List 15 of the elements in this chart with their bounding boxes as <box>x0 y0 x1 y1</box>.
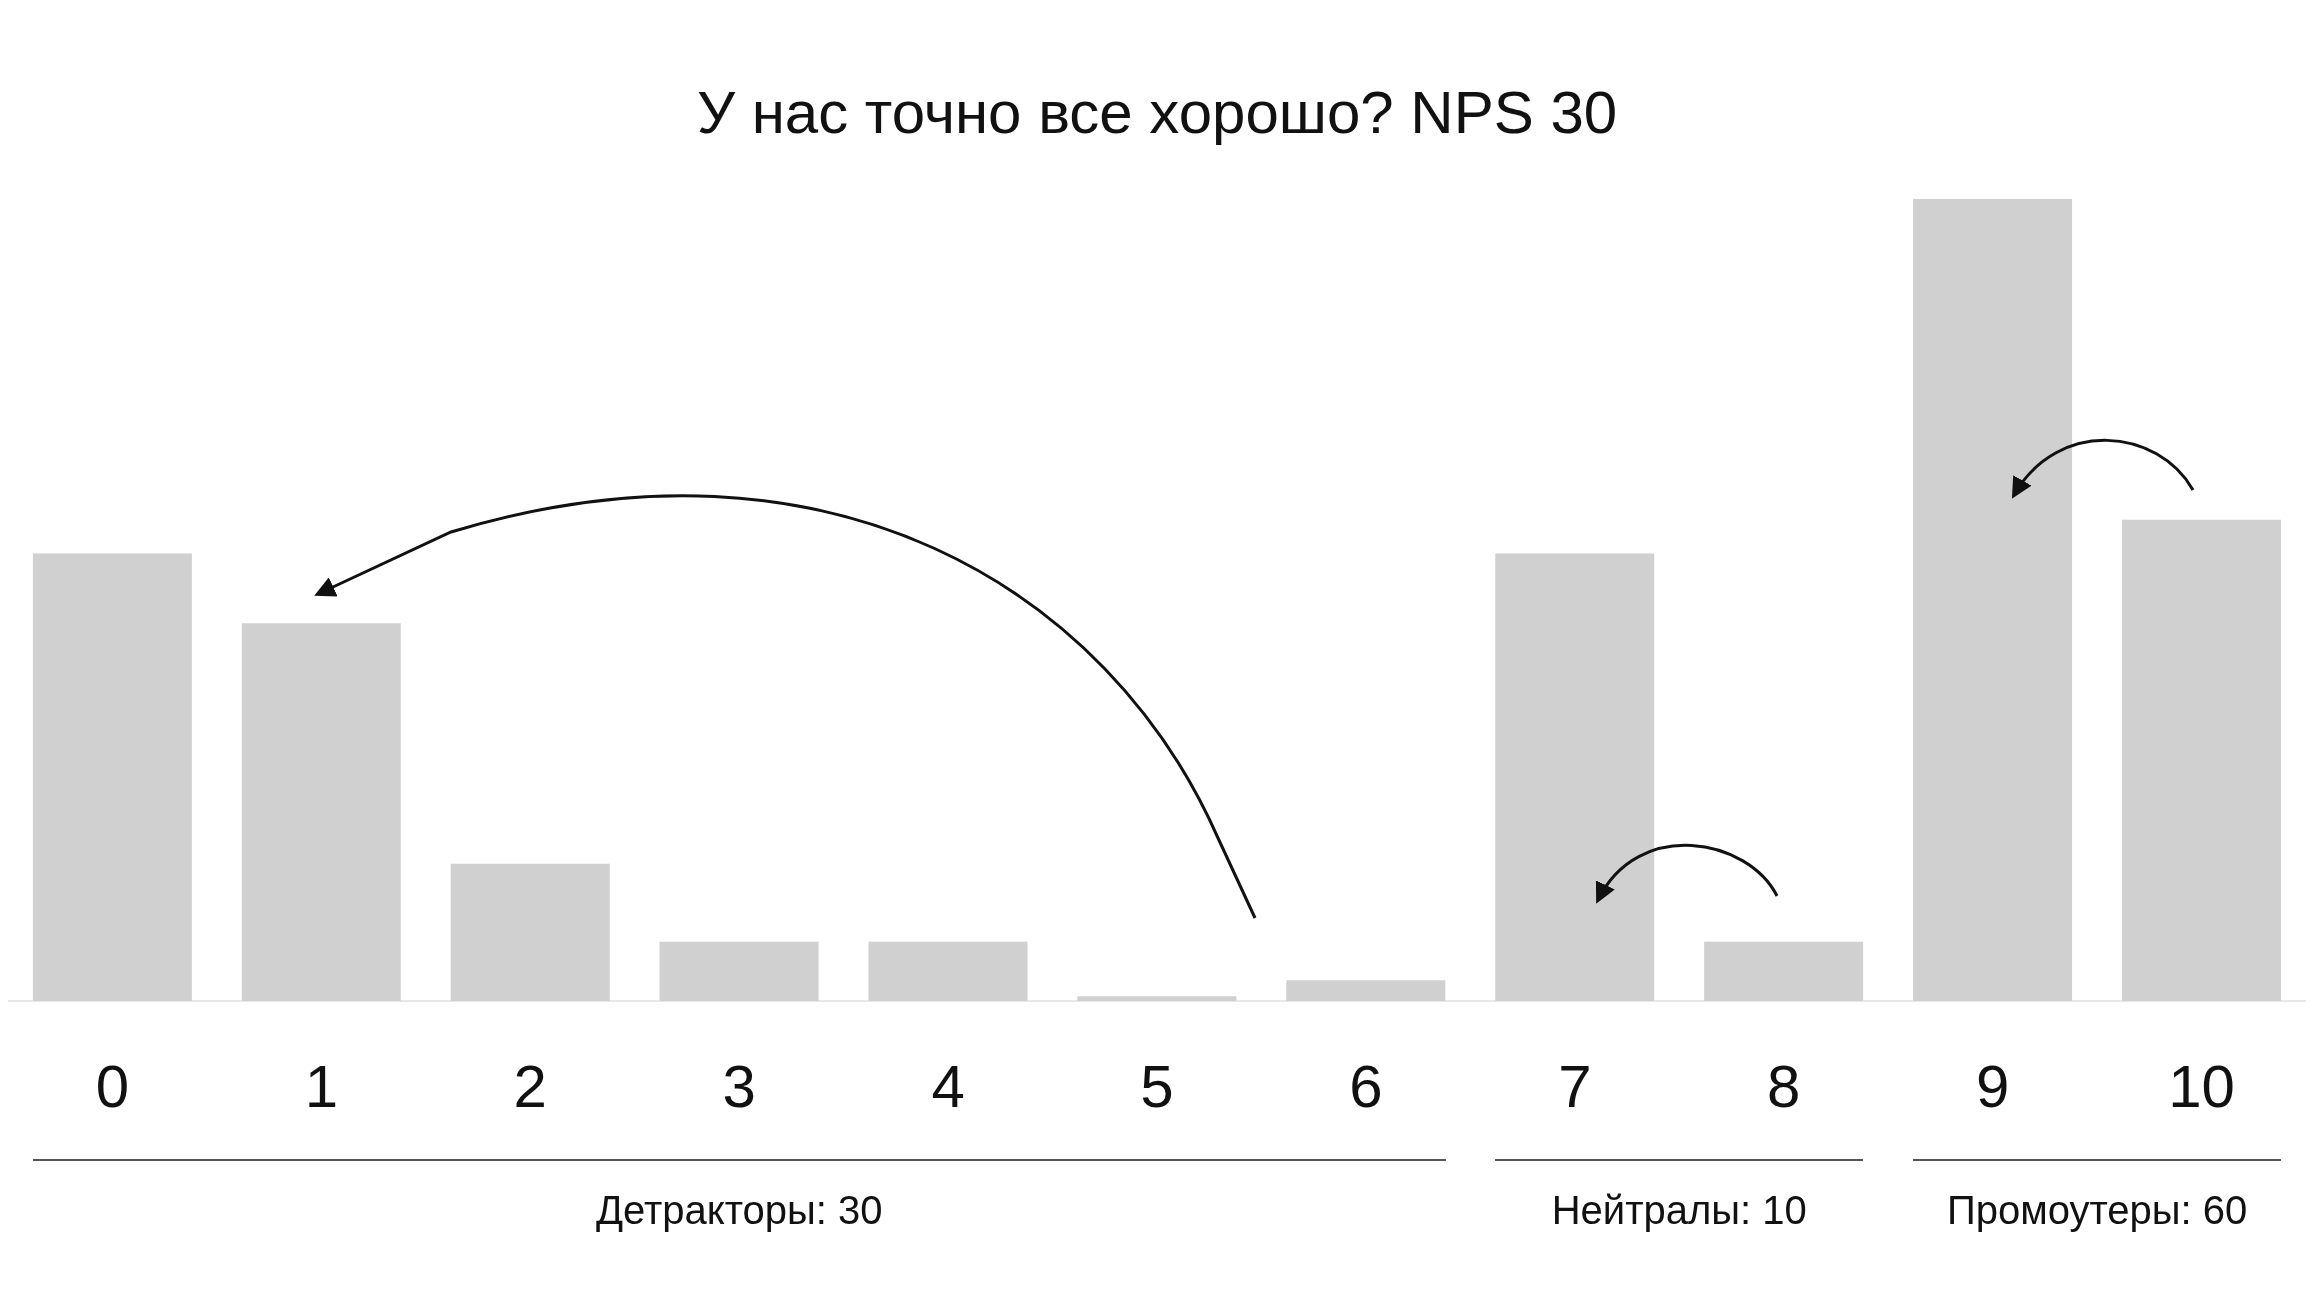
x-tick-label: 0 <box>95 1052 130 1120</box>
x-tick-label: 1 <box>304 1052 339 1120</box>
x-tick-label: 9 <box>1975 1052 2010 1120</box>
x-tick-label: 6 <box>1349 1052 1383 1120</box>
text: Детракторы: 30 <box>594 1188 884 1233</box>
x-tick-label: 2 <box>513 1052 547 1120</box>
chart-title: У нас точно все хорошо? NPS 30 <box>695 78 1619 147</box>
x-tick-label: 8 <box>1767 1052 1801 1120</box>
x-tick-label: 10 <box>2168 1052 2235 1120</box>
text: Нейтралы: 10 <box>1550 1188 1808 1233</box>
x-tick-label: 4 <box>931 1052 965 1120</box>
x-tick-label: 3 <box>722 1052 756 1120</box>
x-tick-label: 7 <box>1558 1052 1592 1120</box>
x-tick-label: 5 <box>1140 1052 1174 1120</box>
text: Промоутеры: 60 <box>1945 1188 2249 1233</box>
